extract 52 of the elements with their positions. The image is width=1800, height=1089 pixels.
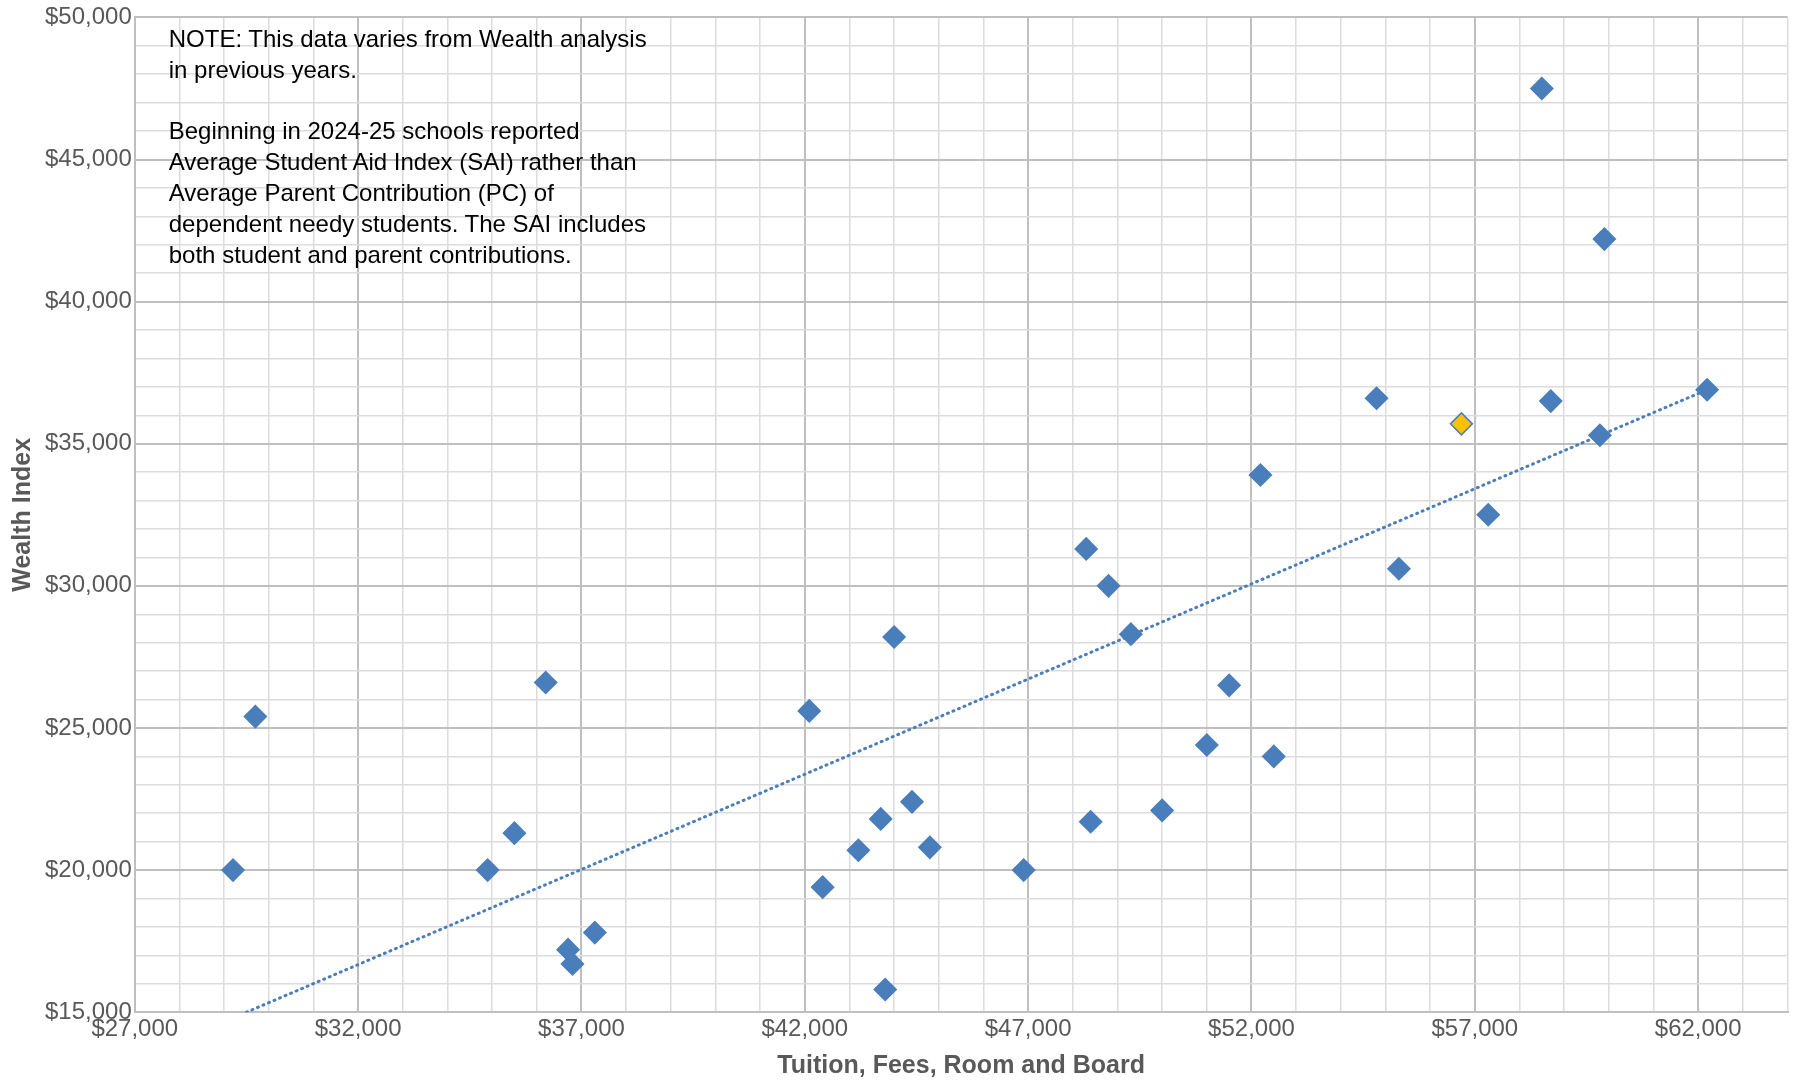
point <box>810 875 835 899</box>
annotation: Beginning in 2024-25 schools reported Average Student Aid Index (SAI) rather than Average Parent Contribution (PC) of dependent needy students. The SAI includes both student and parent contributions. <box>168 116 647 271</box>
point <box>873 977 897 1002</box>
point <box>475 858 500 882</box>
x-tick-label: $62,000 <box>1654 1014 1742 1042</box>
y-tick-label: $20,000 <box>44 854 132 882</box>
point <box>1530 76 1554 101</box>
x-tick-label: $42,000 <box>761 1014 849 1042</box>
point <box>560 952 585 976</box>
point <box>868 807 893 831</box>
x-tick-label: $32,000 <box>314 1014 402 1042</box>
point <box>1011 858 1036 882</box>
y-tick-label: $30,000 <box>44 570 132 598</box>
point <box>1074 537 1098 561</box>
point <box>918 835 942 860</box>
y-tick-label: $40,000 <box>44 286 132 314</box>
point <box>533 670 558 695</box>
point <box>583 920 607 945</box>
point <box>1119 622 1143 646</box>
x-tick-label: $47,000 <box>984 1014 1072 1042</box>
point <box>797 699 821 723</box>
point <box>1248 463 1273 487</box>
point <box>846 838 871 862</box>
y-tick-label: $25,000 <box>44 712 132 740</box>
x-axis-title: Tuition, Fees, Room and Board <box>777 1049 1145 1078</box>
y-tick-label: $45,000 <box>44 144 132 172</box>
point <box>1387 557 1411 581</box>
point <box>1096 574 1121 598</box>
point <box>1262 744 1286 769</box>
point <box>1539 389 1563 413</box>
point <box>221 858 245 882</box>
x-tick-label: $37,000 <box>538 1014 625 1042</box>
point <box>1588 423 1612 447</box>
point <box>243 704 268 729</box>
point <box>1217 673 1241 698</box>
annotation: NOTE: This data varies from Wealth analysis in previous years. <box>168 24 648 86</box>
point <box>882 625 906 649</box>
point <box>900 790 924 814</box>
point <box>1364 386 1389 411</box>
x-tick-label: $52,000 <box>1208 1014 1295 1042</box>
point <box>1195 733 1219 757</box>
x-tick-label: $57,000 <box>1431 1014 1519 1042</box>
point <box>1476 503 1500 527</box>
point <box>1150 798 1174 823</box>
point <box>1449 412 1474 436</box>
y-tick-label: $35,000 <box>44 428 132 456</box>
y-tick-label: $50,000 <box>44 2 132 30</box>
y-axis-title: Wealth Index <box>6 437 35 592</box>
point <box>1078 810 1103 834</box>
point <box>1592 227 1617 251</box>
point <box>1695 377 1719 402</box>
point <box>502 821 527 845</box>
